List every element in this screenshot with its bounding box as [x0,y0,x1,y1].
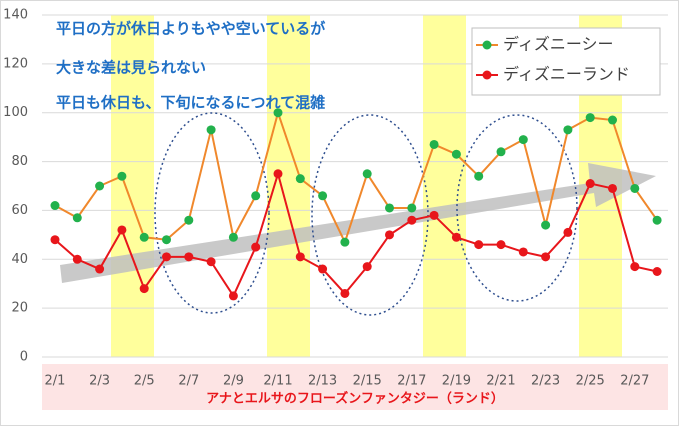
data-point [585,113,595,123]
data-point [273,169,283,179]
y-tick-label: 20 [11,301,28,316]
series-line [54,170,658,298]
x-tick-label: 2/27 [620,374,649,389]
data-point [585,179,595,189]
x-tick-label: 2/1 [45,374,66,389]
legend-label: ディズニーランド [503,65,630,84]
x-tick-label: 2/13 [308,374,337,389]
x-axis-band [42,364,668,410]
x-tick-label: 2/15 [353,374,382,389]
data-point [318,191,328,201]
data-point [50,201,60,211]
x-tick-label: 2/9 [223,374,244,389]
data-point [162,235,171,245]
x-tick-label: 2/25 [576,374,605,389]
data-point [496,147,506,157]
data-point [318,264,328,274]
y-tick-label: 100 [3,105,28,120]
annotation: 大きな差は見られない [56,59,206,77]
data-point [563,227,573,237]
decorations [60,112,656,316]
x-tick-label: 2/19 [442,374,471,389]
data-point [340,237,350,247]
data-point [251,242,261,252]
data-point [139,284,149,294]
ellipse [456,114,578,302]
data-point [50,235,60,245]
x-tick-label: 2/17 [397,374,426,389]
data-point [206,125,216,135]
data-point [474,240,484,250]
data-point [117,225,127,235]
data-point [206,257,216,267]
data-point [429,139,439,149]
annotation: 平日の方が休日よりもやや空いているが [56,20,326,38]
legend-marker [482,70,492,80]
ellipse [154,112,270,314]
chart-title: アナとエルサのフローズンファンタジー（ランド） [206,391,504,407]
data-point [340,288,350,298]
series-line [54,109,658,245]
data-point [162,252,171,262]
trend-arrow [60,163,656,283]
data-point [407,215,417,225]
y-tick-label: 80 [11,154,28,169]
y-tick-label: 0 [20,350,28,365]
data-point [608,183,617,193]
data-point [608,115,617,125]
x-tick-label: 2/7 [178,374,199,389]
data-point [228,291,238,301]
data-point [652,267,662,276]
data-point [541,220,551,230]
x-tick-label: 2/11 [263,374,292,389]
legend-label: ディズニーシー [503,35,614,54]
legend-box [471,27,661,96]
y-tick-label: 60 [11,203,28,218]
data-point [139,232,149,242]
data-point [518,135,528,145]
data-point [72,254,82,264]
x-tick-label: 2/23 [531,374,560,389]
data-point [95,264,105,274]
data-point [95,181,105,191]
data-point [496,240,506,250]
x-tick-label: 2/3 [89,374,110,389]
data-point [184,215,194,225]
data-point [474,171,484,181]
data-point [184,252,194,262]
data-point [295,252,305,262]
data-point [407,203,417,213]
data-point [451,149,461,159]
data-point [652,215,662,225]
data-point [630,262,640,272]
data-point [228,232,238,242]
y-tick-label: 40 [11,252,28,267]
ellipse [311,114,429,316]
data-point [72,213,82,223]
y-tick-label: 140 [3,8,28,23]
data-point [362,169,372,179]
legend-marker [482,40,492,50]
data-point [295,174,305,184]
annotation: 平日も休日も、下旬になるにつれて混雑 [56,94,325,112]
data-point [541,252,551,262]
x-tick-label: 2/5 [134,374,155,389]
data-point [117,171,127,181]
data-point [251,191,261,201]
data-point [429,210,439,220]
data-point [563,125,573,135]
weekend-band [423,15,466,357]
data-point [630,183,640,193]
data-point [518,247,528,257]
data-point [362,262,372,272]
x-tick-label: 2/21 [486,374,515,389]
data-point [385,230,394,240]
data-point [385,203,394,213]
data-point [273,108,283,118]
y-tick-label: 120 [3,56,28,71]
data-point [451,232,461,242]
weekend-band [111,15,154,357]
